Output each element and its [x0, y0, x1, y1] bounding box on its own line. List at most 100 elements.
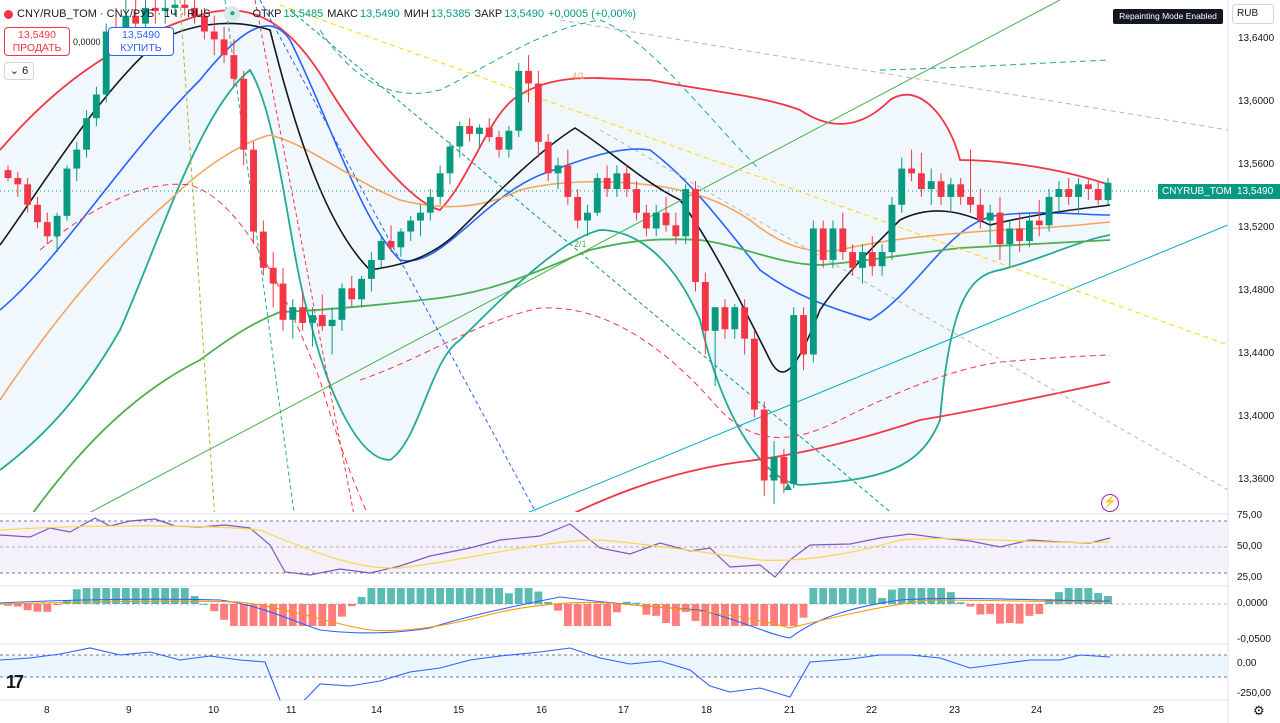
indicator-axis-label: -0,0500: [1237, 634, 1271, 645]
macd-histogram-bar: [495, 588, 503, 604]
macd-histogram-bar: [711, 604, 720, 626]
candle-body: [367, 259, 375, 279]
macd-histogram-bar: [367, 588, 376, 604]
tradingview-logo: 17: [6, 672, 24, 692]
high-label: МАКС: [327, 8, 358, 20]
candle-body: [603, 178, 611, 190]
candle-body: [1035, 220, 1043, 226]
macd-histogram-bar: [4, 604, 12, 606]
gann-olive: [179, 0, 215, 512]
candle-body: [269, 267, 277, 284]
candle-body: [73, 149, 81, 169]
candle-body: [937, 181, 945, 197]
indicator-axis-label: 75,00: [1237, 510, 1263, 521]
macd-histogram-bar: [740, 604, 749, 626]
macd-histogram-bar: [1015, 604, 1024, 624]
candle-body: [475, 127, 483, 134]
time-axis-label: 14: [371, 705, 383, 716]
macd-histogram-bar: [878, 598, 887, 604]
candle-body: [642, 212, 650, 229]
candle-body: [34, 204, 41, 223]
macd-histogram-bar: [504, 593, 513, 604]
buy-signal-arrow: [784, 483, 792, 490]
trend-line-teal: [528, 224, 1228, 512]
macd-histogram-bar: [730, 604, 739, 626]
candle-body: [1084, 184, 1092, 190]
rsi-pane: [0, 517, 1228, 578]
macd-histogram-bar: [318, 604, 327, 626]
market-open-icon: ●: [224, 6, 241, 22]
candle-body: [142, 7, 149, 24]
macd-histogram-bar: [563, 604, 572, 626]
sell-button[interactable]: 13,5490 ПРОДАТЬ: [4, 27, 70, 56]
macd-histogram-bar: [907, 588, 916, 604]
macd-histogram-bar: [288, 604, 297, 626]
macd-histogram-bar: [996, 604, 1004, 624]
candle-body: [348, 288, 356, 300]
macd-histogram-bar: [1074, 588, 1083, 604]
macd-histogram-bar: [279, 604, 287, 626]
candles-layer: [4, 0, 1112, 505]
macd-histogram-bar: [642, 604, 651, 615]
ohlc-values: ОТКР 13,5485 МАКС 13,5490 МИН 13,5385 ЗАКР 1…: [252, 8, 638, 20]
macd-histogram-bar: [249, 604, 258, 626]
macd-histogram-bar: [396, 588, 405, 604]
annotation-4-1: 4/1: [572, 71, 585, 81]
macd-histogram-bar: [662, 604, 670, 623]
candle-body: [230, 55, 238, 79]
candle-body: [819, 228, 827, 260]
candle-body: [1104, 182, 1112, 201]
open-value: 13,5485: [283, 8, 324, 20]
macd-histogram-bar: [1005, 604, 1014, 623]
close-label: ЗАКР: [474, 8, 503, 20]
candle-body: [417, 212, 424, 221]
candle-body: [741, 307, 749, 339]
candle-body: [967, 196, 974, 205]
macd-histogram-bar: [809, 588, 818, 604]
price-axis-label: 13,3600: [1238, 474, 1275, 486]
candle-body: [446, 146, 454, 174]
time-axis-label: 15: [453, 705, 465, 716]
candle-body: [102, 31, 110, 95]
macd-histogram-bar: [200, 603, 209, 605]
indicators-toggle-button[interactable]: ⌄ 6: [4, 62, 34, 80]
candle-body: [701, 281, 709, 331]
macd-histogram-bar: [161, 588, 170, 604]
candle-body: [1065, 189, 1073, 197]
macd-histogram-bar: [357, 597, 366, 604]
macd-histogram-bar: [946, 592, 955, 604]
candle-body: [1025, 220, 1033, 242]
indicator-axis-label: 0,00: [1237, 658, 1257, 669]
symbol-title[interactable]: CNY/RUB_TOM · CNY/РУБ · 1Ч · RUS: [17, 8, 211, 20]
macd-histogram-bar: [652, 604, 661, 616]
macd-histogram-bar: [681, 604, 690, 612]
candle-body: [299, 307, 307, 323]
macd-histogram-bar: [848, 588, 857, 604]
candle-body: [682, 189, 690, 237]
sma-green: [32, 238, 1111, 512]
candle-body: [1075, 184, 1082, 197]
macd-histogram-bar: [43, 604, 52, 612]
candle-body: [829, 228, 837, 260]
candle-body: [574, 196, 582, 221]
macd-signal: [0, 599, 1111, 632]
macd-histogram-bar: [475, 588, 484, 604]
macd-histogram-bar: [701, 604, 710, 626]
indicator-axis-label: 50,00: [1237, 541, 1263, 552]
macd-histogram-bar: [338, 604, 346, 617]
time-axis-label: 22: [866, 705, 878, 716]
candle-body: [279, 283, 287, 320]
gear-icon[interactable]: ⚙: [1253, 703, 1265, 718]
macd-histogram-bar: [1094, 593, 1103, 604]
time-axis-label: 18: [701, 705, 713, 716]
macd-histogram-bar: [406, 588, 415, 604]
buy-button[interactable]: 13,5490 КУПИТЬ: [108, 27, 174, 56]
lightning-icon[interactable]: ⚡: [1101, 494, 1119, 512]
macd-histogram-bar: [583, 604, 592, 626]
time-axis-label: 16: [536, 705, 548, 716]
currency-selector[interactable]: RUB: [1232, 4, 1274, 24]
candle-body: [957, 184, 965, 197]
candle-body: [83, 118, 91, 150]
indicator-axis-label: 25,00: [1237, 572, 1263, 583]
